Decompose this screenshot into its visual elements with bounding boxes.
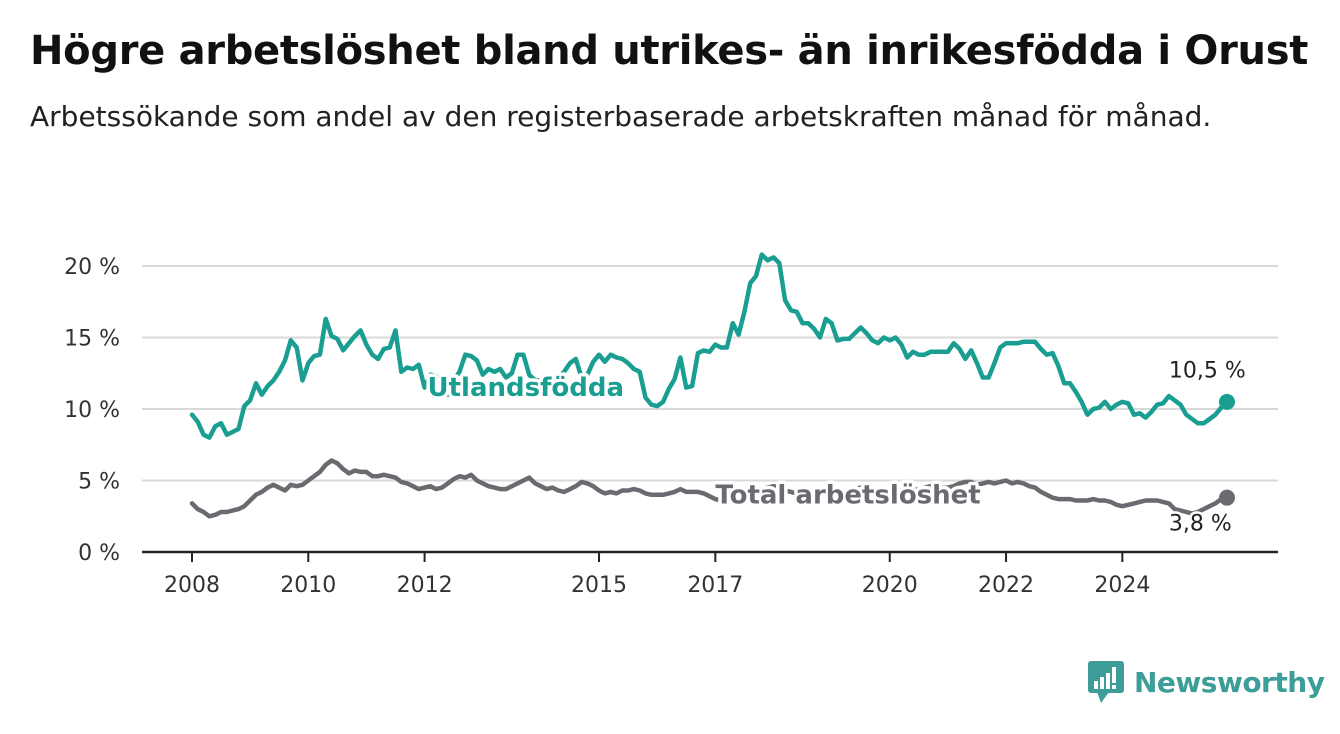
y-tick-label: 10 % xyxy=(64,398,120,423)
series-line-0 xyxy=(189,252,1230,440)
series-lines xyxy=(189,252,1235,519)
axes: 0 % 5 % 10 % 15 % 20 % 2008 2010 2012 2015 2017 20… xyxy=(64,255,1278,598)
chart-title: Högre arbetslöshet bland utrikes- än inr… xyxy=(30,28,1309,74)
y-tick-label: 0 % xyxy=(78,541,120,566)
y-tick-label: 5 % xyxy=(78,470,120,495)
x-tick-label: 2024 xyxy=(1094,573,1150,598)
chart-subtitle: Arbetssökande som andel av den registerb… xyxy=(30,100,1212,133)
gridlines xyxy=(142,265,1278,482)
x-tick-label: 2015 xyxy=(571,573,627,598)
newsworthy-logo-icon xyxy=(1088,661,1124,703)
x-tick-label: 2008 xyxy=(164,573,220,598)
series-name-label: Total arbetslöshet xyxy=(715,480,980,510)
series-end-value-label: 3,8 % xyxy=(1169,512,1232,537)
series-end-point xyxy=(1219,393,1235,410)
series-labels: Utlandsfödda 10,5 % Total arbetslöshet 3,8 … xyxy=(424,356,1248,539)
x-tick-label: 2010 xyxy=(280,573,336,598)
brand-logo: Newsworthy xyxy=(1088,660,1325,704)
series-end-point xyxy=(1219,489,1235,506)
brand-name: Newsworthy xyxy=(1134,665,1325,699)
x-tick-label: 2017 xyxy=(687,573,743,598)
x-tick-label: 2022 xyxy=(978,573,1034,598)
y-tick-label: 15 % xyxy=(64,327,120,352)
x-tick-label: 2020 xyxy=(862,573,918,598)
x-tick-label: 2012 xyxy=(397,573,453,598)
series-line-1 xyxy=(189,458,1230,519)
y-tick-label: 20 % xyxy=(64,255,120,280)
series-name-label: Utlandsfödda xyxy=(427,373,624,403)
series-end-value-label: 10,5 % xyxy=(1169,359,1246,384)
